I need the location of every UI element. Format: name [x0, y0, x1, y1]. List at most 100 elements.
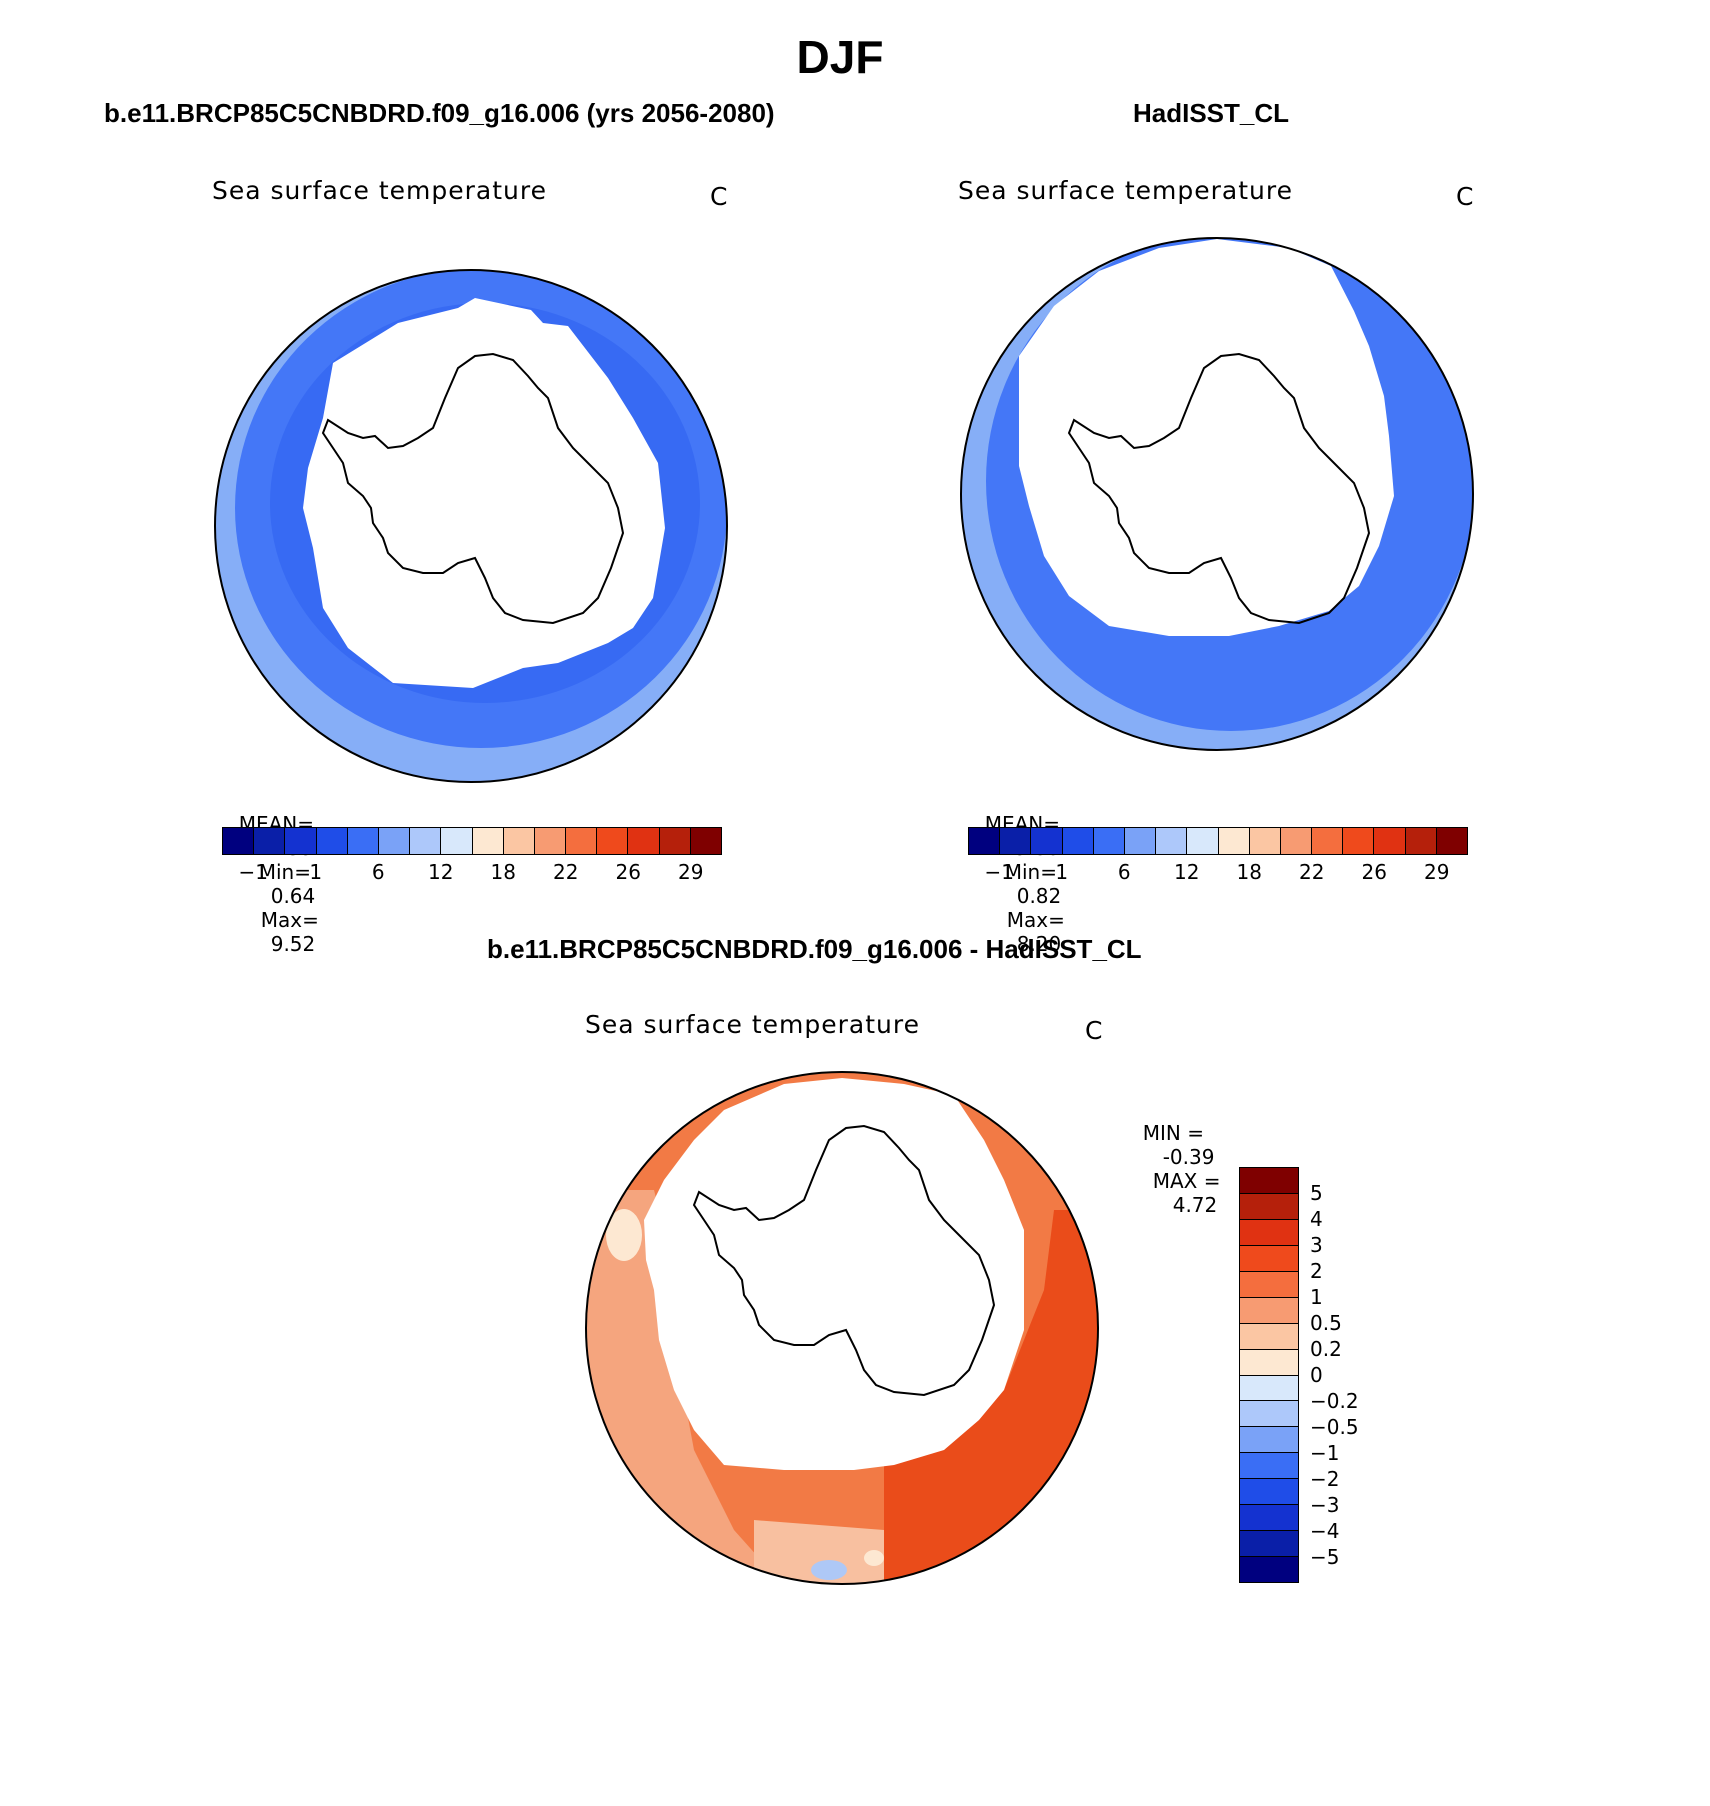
diff-colorbar-cell	[1240, 1453, 1298, 1480]
left-map	[214, 269, 728, 783]
left-colorbar-tick-label: 26	[615, 860, 641, 884]
left-colorbar-cell	[378, 828, 411, 854]
right-colorbar-cell	[1093, 828, 1125, 854]
left-colorbar-cell	[659, 828, 691, 854]
diff-colorbar-cell	[1240, 1297, 1298, 1324]
right-colorbar-tick-label: 22	[1299, 860, 1325, 884]
right-colorbar-cell	[1000, 828, 1032, 854]
diff-panel-header: b.e11.BRCP85C5CNBDRD.f09_g16.006 - HadIS…	[487, 934, 1142, 964]
diff-min-label: MIN =	[1142, 1121, 1204, 1145]
diff-colorbar-cell	[1240, 1349, 1298, 1376]
left-colorbar-cell	[410, 828, 442, 854]
right-colorbar-tick-label: 26	[1361, 860, 1387, 884]
diff-colorbar-tick-label: 0.2	[1310, 1337, 1342, 1361]
diff-colorbar-cell	[1240, 1557, 1298, 1582]
left-map-antarctica-outline	[321, 352, 625, 625]
right-colorbar-tick-label: 6	[1117, 860, 1131, 884]
right-colorbar-cell	[1187, 828, 1219, 854]
left-colorbar-tick-label: 22	[553, 860, 579, 884]
left-colorbar-tick-label: 18	[490, 860, 516, 884]
left-colorbar-tick-label: 12	[428, 860, 454, 884]
diff-colorbar-tick-label: 0.5	[1310, 1311, 1342, 1335]
diff-units-label: C	[1085, 1016, 1104, 1045]
diff-colorbar-cell	[1240, 1401, 1298, 1428]
diff-colorbar-labels: 5 4 3 2 1 0.5 0.2 0 −0.2 −0.5 −1 −2 −3 −4 −5	[1310, 1167, 1390, 1583]
right-colorbar-cell	[1124, 828, 1157, 854]
diff-colorbar-cell	[1240, 1245, 1298, 1272]
right-map-antarctica-outline	[1067, 352, 1371, 625]
diff-colorbar-cell	[1240, 1427, 1298, 1454]
left-colorbar	[222, 827, 722, 855]
diff-map-cool-spot	[811, 1560, 847, 1580]
right-colorbar-tick-label: 12	[1174, 860, 1200, 884]
diff-colorbar-tick-label: 3	[1310, 1233, 1323, 1257]
right-panel-header: HadISST_CL	[1133, 98, 1290, 128]
left-colorbar-cell	[534, 828, 567, 854]
diff-map	[585, 1071, 1099, 1585]
left-colorbar-cell	[628, 828, 660, 854]
right-min-value: 0.82	[1016, 884, 1062, 908]
right-min-label: Min=	[1004, 860, 1057, 884]
right-colorbar-cell	[1312, 828, 1344, 854]
diff-stats: MIN = -0.39 MAX = 4.72	[1130, 1097, 1221, 1217]
right-colorbar-cell	[1374, 828, 1406, 854]
diff-colorbar-tick-label: −1	[1310, 1441, 1340, 1465]
diff-colorbar-tick-label: 4	[1310, 1207, 1323, 1231]
diff-colorbar	[1239, 1167, 1299, 1583]
right-colorbar	[968, 827, 1468, 855]
left-units-label: C	[710, 182, 729, 211]
right-colorbar-cell	[1218, 828, 1250, 854]
right-max-value: 8.20	[1016, 932, 1062, 956]
left-panel-header: b.e11.BRCP85C5CNBDRD.f09_g16.006 (yrs 20…	[104, 98, 775, 128]
diff-colorbar-cell	[1240, 1323, 1298, 1350]
left-colorbar-cell	[285, 828, 317, 854]
right-colorbar-cell	[1062, 828, 1094, 854]
left-min-label: Min=	[258, 860, 311, 884]
diff-colorbar-cell	[1240, 1168, 1298, 1194]
right-colorbar-tick-label: −1	[984, 860, 1014, 884]
diff-colorbar-cell	[1240, 1479, 1298, 1506]
diff-colorbar-tick-label: 2	[1310, 1259, 1323, 1283]
diff-colorbar-tick-label: −5	[1310, 1545, 1340, 1569]
diff-map-cool-spot-3	[606, 1209, 642, 1261]
right-colorbar-tick-label: 29	[1424, 860, 1450, 884]
left-colorbar-tick-label: 6	[371, 860, 385, 884]
left-colorbar-cell	[503, 828, 535, 854]
left-colorbar-cell	[597, 828, 629, 854]
right-map-ice-region	[1019, 239, 1394, 636]
right-colorbar-cell	[1280, 828, 1313, 854]
diff-colorbar-tick-label: 1	[1310, 1285, 1323, 1309]
diff-colorbar-tick-label: −4	[1310, 1519, 1340, 1543]
diff-colorbar-tick-label: −3	[1310, 1493, 1340, 1517]
left-colorbar-tick-label: −1	[238, 860, 268, 884]
left-colorbar-cell	[441, 828, 473, 854]
diff-map-cool-spot-2	[864, 1550, 884, 1566]
right-variable-label: Sea surface temperature	[958, 176, 1293, 205]
left-colorbar-tick-label: 1	[309, 860, 323, 884]
diff-colorbar-tick-label: −0.2	[1310, 1389, 1359, 1413]
left-max-value: 9.52	[270, 932, 316, 956]
left-colorbar-cell	[472, 828, 504, 854]
left-colorbar-cell	[223, 828, 255, 854]
diff-colorbar-cell	[1240, 1271, 1298, 1298]
right-units-label: C	[1456, 182, 1475, 211]
diff-colorbar-cell	[1240, 1219, 1298, 1246]
right-max-label: Max=	[1006, 908, 1065, 932]
right-colorbar-tick-label: 18	[1236, 860, 1262, 884]
left-colorbar-cell	[254, 828, 286, 854]
diff-colorbar-tick-label: 5	[1310, 1181, 1323, 1205]
diff-colorbar-cell	[1240, 1193, 1298, 1220]
diff-max-label: MAX =	[1152, 1169, 1221, 1193]
diff-map-antarctica-outline	[692, 1124, 996, 1397]
left-variable-label: Sea surface temperature	[212, 176, 547, 205]
diff-min-value: -0.39	[1162, 1145, 1215, 1169]
diff-colorbar-tick-label: −2	[1310, 1467, 1340, 1491]
left-map-ice-region	[303, 298, 665, 688]
left-colorbar-cell	[690, 828, 721, 854]
right-colorbar-cell	[1405, 828, 1437, 854]
diff-map-warm-south	[754, 1520, 904, 1584]
diff-max-value: 4.72	[1172, 1193, 1218, 1217]
left-max-label: Max=	[260, 908, 319, 932]
right-map	[960, 237, 1474, 751]
right-colorbar-cell	[1436, 828, 1467, 854]
